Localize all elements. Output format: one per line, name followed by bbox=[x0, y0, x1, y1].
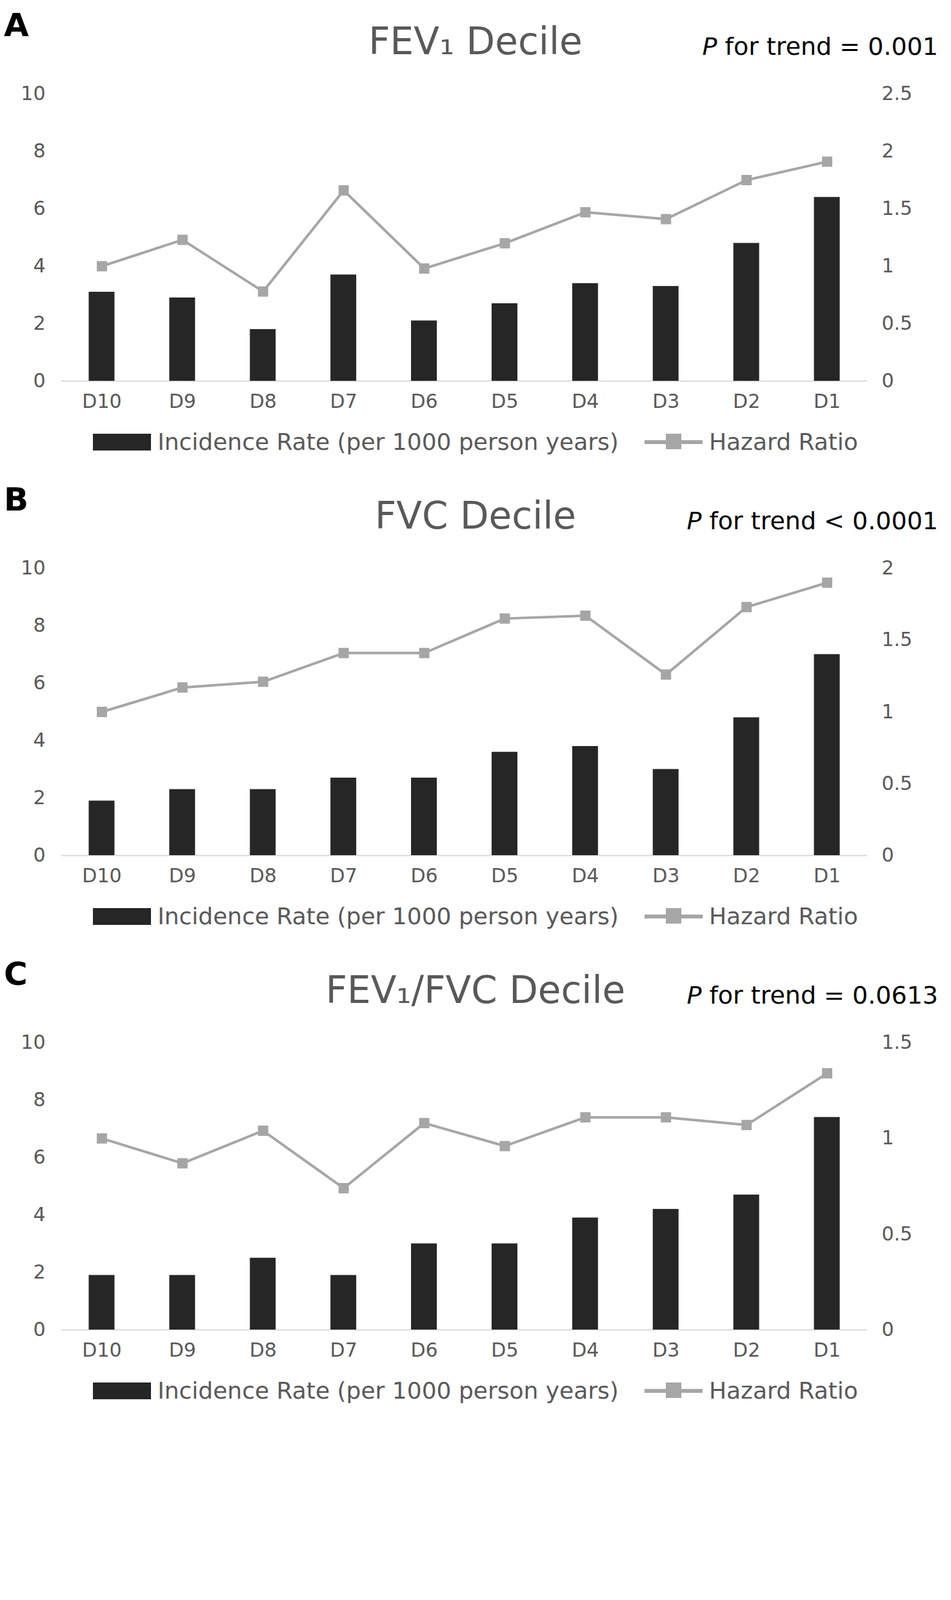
svg-text:D9: D9 bbox=[169, 863, 197, 887]
svg-text:4: 4 bbox=[32, 254, 46, 277]
svg-text:2: 2 bbox=[32, 1260, 46, 1283]
svg-text:D10: D10 bbox=[81, 863, 122, 887]
svg-text:10: 10 bbox=[20, 556, 46, 579]
svg-text:D7: D7 bbox=[330, 863, 358, 887]
html-text:Hazard Ratio: Hazard Ratio bbox=[708, 428, 859, 455]
svg-text:1.5: 1.5 bbox=[881, 627, 913, 651]
svg-text:0.5: 0.5 bbox=[881, 771, 913, 795]
svg-text:D4: D4 bbox=[571, 389, 599, 413]
svg-text:4: 4 bbox=[32, 728, 46, 751]
svg-text:2: 2 bbox=[881, 139, 895, 162]
svg-text:D10: D10 bbox=[81, 1338, 122, 1361]
html-text:FEV₁/FVC Decile: FEV₁/FVC Decile bbox=[325, 967, 626, 1012]
svg-text:D1: D1 bbox=[813, 1338, 841, 1361]
svg-text:D8: D8 bbox=[249, 1338, 277, 1361]
svg-text:1: 1 bbox=[881, 254, 895, 277]
svg-text:D7: D7 bbox=[330, 1338, 358, 1361]
svg-text:D8: D8 bbox=[249, 389, 277, 413]
svg-text:0: 0 bbox=[881, 1317, 895, 1341]
html-text:P for trend = 0.0613: P for trend = 0.0613 bbox=[686, 980, 939, 1010]
html-text:P for trend < 0.0001: P for trend < 0.0001 bbox=[686, 506, 939, 535]
svg-text:1.5: 1.5 bbox=[881, 1030, 913, 1053]
html-text:Incidence Rate (per 1000 perso: Incidence Rate (per 1000 person years) bbox=[157, 902, 619, 930]
html-text:Incidence Rate (per 1000 perso: Incidence Rate (per 1000 person years) bbox=[157, 428, 619, 455]
svg-text:D3: D3 bbox=[652, 863, 680, 887]
svg-text:D5: D5 bbox=[490, 1338, 519, 1361]
svg-text:D3: D3 bbox=[652, 389, 680, 413]
svg-text:D6: D6 bbox=[410, 1338, 438, 1361]
svg-text:1: 1 bbox=[881, 1125, 895, 1149]
html-text:Hazard Ratio: Hazard Ratio bbox=[708, 902, 859, 930]
html-text:FVC Decile: FVC Decile bbox=[374, 493, 577, 538]
svg-text:6: 6 bbox=[32, 196, 46, 220]
html-text:B: B bbox=[3, 480, 29, 519]
svg-text:8: 8 bbox=[32, 613, 46, 637]
svg-text:D2: D2 bbox=[732, 389, 761, 413]
svg-text:2: 2 bbox=[32, 785, 46, 809]
svg-text:8: 8 bbox=[32, 139, 46, 162]
svg-text:0: 0 bbox=[881, 369, 895, 392]
svg-text:D4: D4 bbox=[571, 1338, 599, 1361]
svg-text:D2: D2 bbox=[732, 863, 761, 887]
svg-text:D6: D6 bbox=[410, 389, 438, 413]
svg-text:6: 6 bbox=[32, 1145, 46, 1168]
svg-text:1: 1 bbox=[881, 700, 895, 723]
svg-text:D2: D2 bbox=[732, 1338, 761, 1361]
svg-text:4: 4 bbox=[32, 1202, 46, 1226]
svg-text:2: 2 bbox=[881, 556, 895, 579]
svg-text:0.5: 0.5 bbox=[881, 1221, 913, 1245]
svg-text:D3: D3 bbox=[652, 1338, 680, 1361]
svg-text:0: 0 bbox=[32, 1317, 46, 1341]
html-text:C: C bbox=[3, 954, 28, 993]
svg-text:0: 0 bbox=[32, 843, 46, 866]
svg-text:1.5: 1.5 bbox=[881, 196, 913, 220]
svg-text:D1: D1 bbox=[813, 389, 841, 413]
svg-text:6: 6 bbox=[32, 670, 46, 694]
svg-text:D7: D7 bbox=[330, 389, 358, 413]
svg-text:2.5: 2.5 bbox=[881, 81, 913, 105]
svg-text:10: 10 bbox=[20, 81, 46, 105]
svg-text:D9: D9 bbox=[169, 389, 197, 413]
svg-text:D8: D8 bbox=[249, 863, 277, 887]
svg-text:10: 10 bbox=[20, 1030, 46, 1053]
svg-text:0.5: 0.5 bbox=[881, 311, 913, 335]
svg-text:D5: D5 bbox=[490, 863, 519, 887]
html-text:FEV₁ Decile: FEV₁ Decile bbox=[368, 19, 583, 64]
svg-text:D9: D9 bbox=[169, 1338, 197, 1361]
svg-text:2: 2 bbox=[32, 311, 46, 335]
svg-text:D10: D10 bbox=[81, 389, 122, 413]
svg-text:0: 0 bbox=[881, 843, 895, 866]
html-text:A: A bbox=[3, 6, 29, 44]
html-text:P for trend = 0.001: P for trend = 0.001 bbox=[702, 32, 939, 61]
html-text:Incidence Rate (per 1000 perso: Incidence Rate (per 1000 person years) bbox=[157, 1376, 619, 1404]
svg-text:D5: D5 bbox=[490, 389, 519, 413]
svg-text:D1: D1 bbox=[813, 863, 841, 887]
svg-text:8: 8 bbox=[32, 1087, 46, 1111]
svg-text:0: 0 bbox=[32, 369, 46, 392]
svg-text:D4: D4 bbox=[571, 863, 599, 887]
svg-text:D6: D6 bbox=[410, 863, 438, 887]
html-text:Hazard Ratio: Hazard Ratio bbox=[708, 1376, 859, 1404]
